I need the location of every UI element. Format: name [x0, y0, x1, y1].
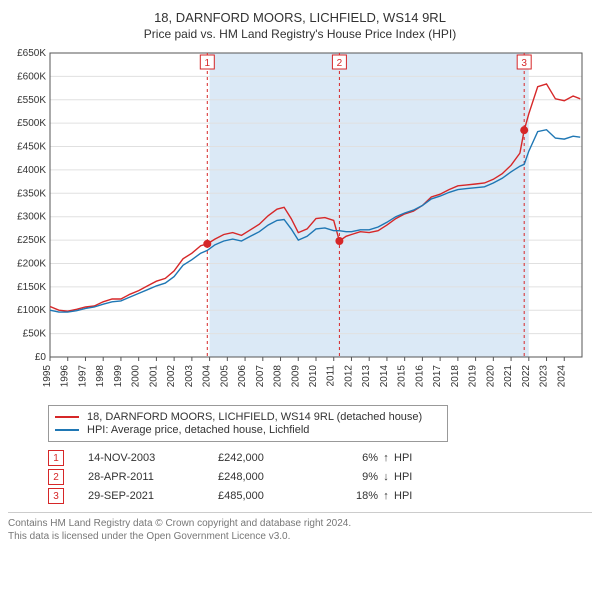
svg-text:2017: 2017 — [432, 365, 443, 388]
svg-text:2001: 2001 — [148, 365, 159, 388]
legend-row-1: 18, DARNFORD MOORS, LICHFIELD, WS14 9RL … — [55, 411, 441, 423]
footer-line-1: Contains HM Land Registry data © Crown c… — [8, 517, 592, 530]
svg-text:2002: 2002 — [166, 365, 177, 388]
svg-text:2020: 2020 — [485, 365, 496, 388]
svg-text:£50K: £50K — [23, 329, 47, 340]
svg-text:£600K: £600K — [17, 71, 46, 82]
svg-text:2008: 2008 — [273, 365, 284, 388]
svg-text:1995: 1995 — [42, 365, 53, 388]
legend: 18, DARNFORD MOORS, LICHFIELD, WS14 9RL … — [48, 405, 448, 442]
svg-text:£200K: £200K — [17, 258, 46, 269]
svg-text:£150K: £150K — [17, 282, 46, 293]
svg-text:1997: 1997 — [77, 365, 88, 388]
svg-text:2003: 2003 — [184, 365, 195, 388]
svg-text:1998: 1998 — [95, 365, 106, 388]
svg-text:2022: 2022 — [521, 365, 532, 388]
svg-text:2014: 2014 — [379, 365, 390, 388]
svg-text:2010: 2010 — [308, 365, 319, 388]
svg-text:£350K: £350K — [17, 188, 46, 199]
sale-row: 3 29-SEP-2021£485,00018%↑HPI — [48, 488, 592, 504]
arrow-icon: ↓ — [378, 471, 394, 483]
legend-row-2: HPI: Average price, detached house, Lich… — [55, 424, 441, 436]
arrow-icon: ↑ — [378, 452, 394, 464]
svg-text:1996: 1996 — [60, 365, 71, 388]
sale-row: 1 14-NOV-2003£242,0006%↑HPI — [48, 450, 592, 466]
svg-text:2007: 2007 — [255, 365, 266, 388]
sale-marker-box: 3 — [48, 488, 64, 504]
svg-text:3: 3 — [521, 58, 527, 69]
sale-marker-box: 1 — [48, 450, 64, 466]
sale-date: 28-APR-2011 — [88, 471, 218, 483]
svg-text:2000: 2000 — [131, 365, 142, 388]
svg-text:2009: 2009 — [290, 365, 301, 388]
legend-label-1: 18, DARNFORD MOORS, LICHFIELD, WS14 9RL … — [87, 411, 422, 423]
legend-swatch-2 — [55, 429, 79, 431]
sale-delta: 9% — [328, 471, 378, 483]
svg-text:£300K: £300K — [17, 212, 46, 223]
svg-text:2019: 2019 — [468, 365, 479, 388]
footer: Contains HM Land Registry data © Crown c… — [8, 512, 592, 543]
svg-text:£0: £0 — [35, 352, 47, 363]
svg-text:2005: 2005 — [219, 365, 230, 388]
page-subtitle: Price paid vs. HM Land Registry's House … — [8, 27, 592, 41]
svg-text:£550K: £550K — [17, 95, 46, 106]
price-chart: £0 £50K £100K £150K £200K £250K £300K £350K £400… — [8, 49, 592, 399]
svg-text:£450K: £450K — [17, 142, 46, 153]
svg-text:1999: 1999 — [113, 365, 124, 388]
svg-text:2013: 2013 — [361, 365, 372, 388]
sale-row: 2 28-APR-2011£248,0009%↓HPI — [48, 469, 592, 485]
sale-delta: 18% — [328, 490, 378, 502]
svg-text:£500K: £500K — [17, 118, 46, 129]
sale-vs-label: HPI — [394, 490, 434, 502]
svg-text:£400K: £400K — [17, 165, 46, 176]
sale-price: £242,000 — [218, 452, 328, 464]
chart-container: £0 £50K £100K £150K £200K £250K £300K £350K £400… — [8, 49, 592, 399]
svg-text:2015: 2015 — [397, 365, 408, 388]
svg-text:2004: 2004 — [202, 365, 213, 388]
legend-swatch-1 — [55, 416, 79, 418]
svg-text:1: 1 — [205, 58, 211, 69]
legend-label-2: HPI: Average price, detached house, Lich… — [87, 424, 309, 436]
svg-text:2023: 2023 — [539, 365, 550, 388]
svg-text:2012: 2012 — [343, 365, 354, 388]
sale-price: £248,000 — [218, 471, 328, 483]
sale-delta: 6% — [328, 452, 378, 464]
footer-line-2: This data is licensed under the Open Gov… — [8, 530, 592, 543]
page-title: 18, DARNFORD MOORS, LICHFIELD, WS14 9RL — [8, 10, 592, 25]
arrow-icon: ↑ — [378, 490, 394, 502]
sale-date: 14-NOV-2003 — [88, 452, 218, 464]
sale-vs-label: HPI — [394, 471, 434, 483]
svg-text:2006: 2006 — [237, 365, 248, 388]
svg-text:2011: 2011 — [326, 365, 337, 387]
svg-text:2024: 2024 — [556, 365, 567, 388]
sale-price: £485,000 — [218, 490, 328, 502]
svg-text:2018: 2018 — [450, 365, 461, 388]
svg-text:£100K: £100K — [17, 305, 46, 316]
svg-text:2021: 2021 — [503, 365, 514, 388]
sale-date: 29-SEP-2021 — [88, 490, 218, 502]
svg-text:2: 2 — [337, 58, 343, 69]
svg-text:£250K: £250K — [17, 235, 46, 246]
sale-marker-box: 2 — [48, 469, 64, 485]
svg-text:£650K: £650K — [17, 49, 46, 59]
sales-table: 114-NOV-2003£242,0006%↑HPI228-APR-2011£2… — [48, 450, 592, 504]
svg-text:2016: 2016 — [414, 365, 425, 388]
sale-vs-label: HPI — [394, 452, 434, 464]
